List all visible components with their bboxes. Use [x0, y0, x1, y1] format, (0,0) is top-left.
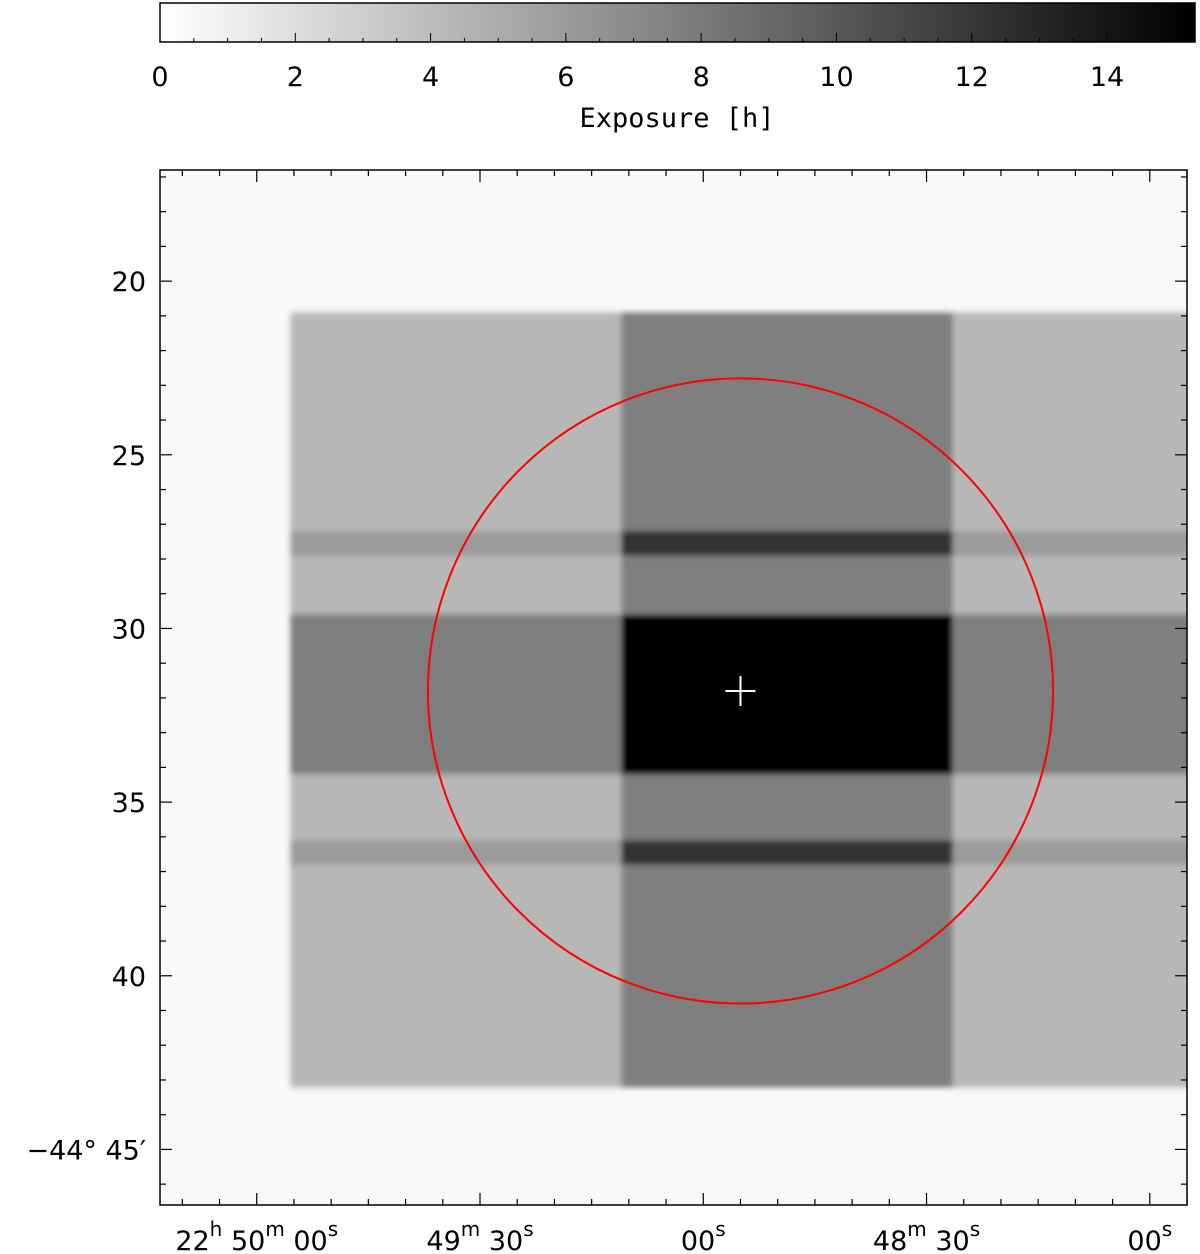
x-tick-label-value: 00 [285, 1226, 328, 1254]
y-tick-label: 30 [112, 614, 146, 645]
x-tick-label-unit: m [265, 1217, 284, 1241]
colorbar-tick-label: 12 [955, 62, 989, 93]
exposure-cell [952, 840, 1187, 866]
x-tick-label-unit: s [970, 1217, 980, 1241]
axis-ticks [160, 170, 1188, 1205]
exposure-cell [290, 614, 623, 775]
x-tick-label: 22h 50m 00s [175, 1217, 338, 1254]
exposure-cell [952, 614, 1187, 775]
exposure-cell [621, 312, 954, 532]
x-tick-label: 00s [1127, 1217, 1172, 1254]
y-tick-label: 25 [112, 441, 146, 472]
x-tick-label-unit: s [1162, 1217, 1172, 1241]
exposure-map [290, 312, 1187, 1088]
y-tick-label: −44° 45′ [26, 1135, 146, 1166]
exposure-cell [952, 864, 1187, 1088]
exposure-cell [290, 555, 623, 616]
exposure-cell [290, 312, 623, 532]
x-tick-label-unit: s [523, 1217, 533, 1241]
exposure-cell [621, 614, 954, 775]
x-tick-label-unit: s [715, 1217, 725, 1241]
x-tick-label-value: 48 [873, 1226, 907, 1254]
exposure-cell [621, 774, 954, 841]
colorbar-tick-label: 2 [287, 62, 304, 93]
x-tick-label-value: 50 [222, 1226, 265, 1254]
plot-frame [159, 169, 1188, 1206]
exposure-cell [621, 531, 954, 557]
colorbar-tick-label: 10 [819, 62, 853, 93]
exposure-cell [290, 774, 623, 841]
x-tick-label-value: 49 [426, 1226, 460, 1254]
colorbar-tick-label: 4 [422, 62, 439, 93]
x-tick-label-value: 00 [681, 1226, 715, 1254]
y-tick-label: 40 [112, 962, 146, 993]
exposure-cell [290, 840, 623, 866]
x-tick-label: 49m 30s [426, 1217, 533, 1254]
exposure-cell [621, 555, 954, 616]
x-tick-label-value: 30 [480, 1226, 523, 1254]
y-axis-tick-labels: 20 25 30 35 40 −44° 45′ [26, 267, 146, 1166]
colorbar-tick-label: 6 [557, 62, 574, 93]
x-tick-label-unit: m [461, 1217, 480, 1241]
y-tick-label: 35 [112, 788, 146, 819]
colorbar-title: Exposure [h] [579, 103, 774, 134]
colorbar-tick-label: 14 [1090, 62, 1124, 93]
colorbar: 0 2 4 6 8 10 12 14 Exposure [h] [151, 2, 1196, 134]
x-tick-label-value: 30 [927, 1226, 970, 1254]
exposure-cell [290, 531, 623, 557]
x-tick-label-unit: m [907, 1217, 926, 1241]
center-crosshair [725, 675, 756, 706]
exposure-cell [952, 555, 1187, 616]
colorbar-tick-label: 0 [151, 62, 168, 93]
x-tick-label-value: 00 [1127, 1226, 1161, 1254]
colorbar-tick-labels: 0 2 4 6 8 10 12 14 [151, 62, 1124, 93]
x-tick-label-value: 22 [175, 1226, 209, 1254]
x-tick-label-unit: h [210, 1217, 223, 1241]
exposure-cell [952, 774, 1187, 841]
exposure-cell [621, 864, 954, 1088]
exposure-cell [621, 840, 954, 866]
x-tick-label: 00s [681, 1217, 726, 1254]
x-tick-label: 48m 30s [873, 1217, 980, 1254]
field-of-view-circle [426, 377, 1055, 1005]
exposure-cell [290, 864, 623, 1088]
y-tick-label: 20 [112, 267, 146, 298]
exposure-cell [952, 531, 1187, 557]
exposure-cell [952, 312, 1187, 532]
colorbar-ticks [159, 33, 1176, 42]
colorbar-gradient [159, 2, 1196, 43]
x-tick-label-unit: s [328, 1217, 338, 1241]
colorbar-tick-label: 8 [693, 62, 710, 93]
